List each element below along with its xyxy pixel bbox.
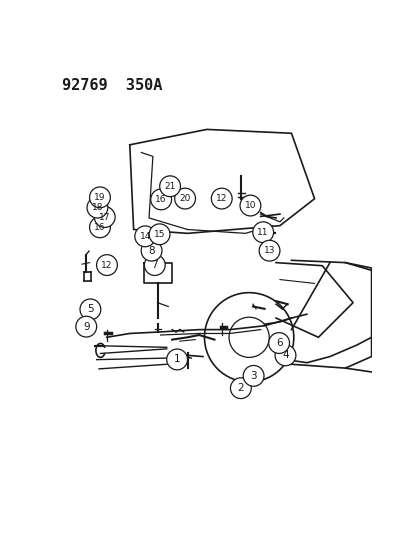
- Text: 11: 11: [257, 228, 268, 237]
- Text: 4: 4: [282, 350, 288, 360]
- Circle shape: [242, 366, 263, 386]
- Circle shape: [252, 222, 273, 243]
- Circle shape: [150, 189, 171, 210]
- Text: 18: 18: [91, 203, 103, 212]
- Text: 20: 20: [179, 194, 190, 203]
- Text: 12: 12: [101, 261, 112, 270]
- Circle shape: [80, 299, 100, 320]
- Circle shape: [87, 197, 107, 218]
- Circle shape: [149, 224, 170, 245]
- Circle shape: [268, 333, 289, 353]
- Circle shape: [274, 345, 295, 366]
- Text: 21: 21: [164, 182, 176, 191]
- Text: 19: 19: [94, 193, 105, 202]
- Circle shape: [141, 240, 161, 261]
- Text: 15: 15: [154, 230, 165, 239]
- Circle shape: [166, 349, 187, 370]
- Circle shape: [144, 255, 165, 276]
- Text: 3: 3: [250, 371, 256, 381]
- Circle shape: [230, 378, 251, 399]
- Circle shape: [211, 188, 232, 209]
- Circle shape: [89, 187, 110, 208]
- Circle shape: [259, 240, 279, 261]
- Text: 16: 16: [94, 223, 105, 232]
- Text: 10: 10: [244, 201, 256, 210]
- Text: 9: 9: [83, 321, 89, 332]
- Text: 8: 8: [148, 246, 154, 256]
- Circle shape: [94, 207, 115, 228]
- Text: 5: 5: [87, 304, 93, 314]
- Text: 12: 12: [216, 194, 227, 203]
- Text: 16: 16: [155, 195, 166, 204]
- Text: 13: 13: [263, 246, 275, 255]
- Circle shape: [174, 188, 195, 209]
- Circle shape: [159, 176, 180, 197]
- Text: 92769  350A: 92769 350A: [62, 78, 162, 93]
- Circle shape: [240, 195, 260, 216]
- Circle shape: [76, 316, 96, 337]
- Text: 14: 14: [139, 232, 151, 241]
- Text: 2: 2: [237, 383, 244, 393]
- Text: 6: 6: [275, 338, 282, 348]
- Text: 1: 1: [173, 354, 180, 365]
- Circle shape: [96, 255, 117, 276]
- Text: 7: 7: [151, 260, 158, 270]
- Text: 17: 17: [99, 213, 110, 222]
- Circle shape: [89, 217, 110, 238]
- Circle shape: [135, 226, 155, 247]
